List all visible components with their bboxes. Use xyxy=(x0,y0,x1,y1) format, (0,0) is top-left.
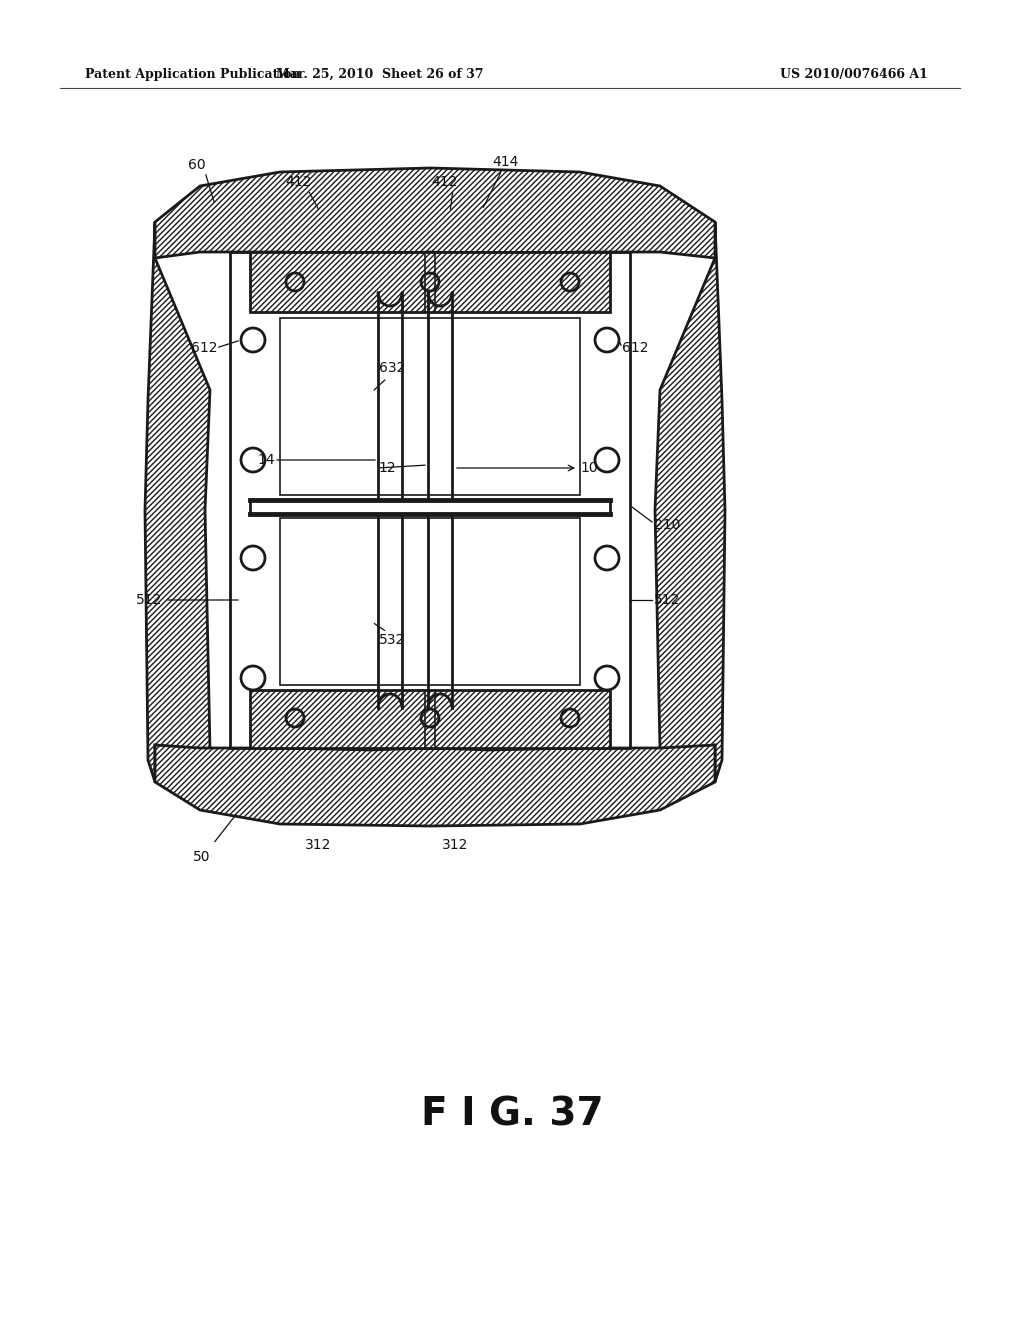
Bar xyxy=(280,318,580,495)
Polygon shape xyxy=(155,168,715,257)
Text: Patent Application Publication: Patent Application Publication xyxy=(85,69,300,81)
Text: 60: 60 xyxy=(188,158,206,172)
Text: 412: 412 xyxy=(432,176,458,189)
Polygon shape xyxy=(655,222,725,781)
Text: 532: 532 xyxy=(379,634,406,647)
Text: Mar. 25, 2010  Sheet 26 of 37: Mar. 25, 2010 Sheet 26 of 37 xyxy=(276,69,483,81)
Bar xyxy=(250,690,610,748)
Text: 50: 50 xyxy=(193,850,210,865)
Text: 632: 632 xyxy=(379,360,406,375)
Text: 10: 10 xyxy=(580,461,598,475)
Text: 414: 414 xyxy=(492,154,518,169)
Text: US 2010/0076466 A1: US 2010/0076466 A1 xyxy=(780,69,928,81)
Text: F I G. 37: F I G. 37 xyxy=(421,1096,603,1133)
Text: 312: 312 xyxy=(305,838,331,851)
Polygon shape xyxy=(155,744,715,826)
Text: 210: 210 xyxy=(654,517,680,532)
Text: 312: 312 xyxy=(441,838,468,851)
Bar xyxy=(280,517,580,685)
Text: 612: 612 xyxy=(191,341,218,355)
Polygon shape xyxy=(145,222,210,781)
Text: 412: 412 xyxy=(285,176,311,189)
Bar xyxy=(250,252,610,312)
Text: 512: 512 xyxy=(654,593,680,607)
Bar xyxy=(230,252,630,748)
Text: 14: 14 xyxy=(257,453,275,467)
Text: 512: 512 xyxy=(135,593,162,607)
Text: 12: 12 xyxy=(378,461,395,475)
Text: 612: 612 xyxy=(622,341,648,355)
